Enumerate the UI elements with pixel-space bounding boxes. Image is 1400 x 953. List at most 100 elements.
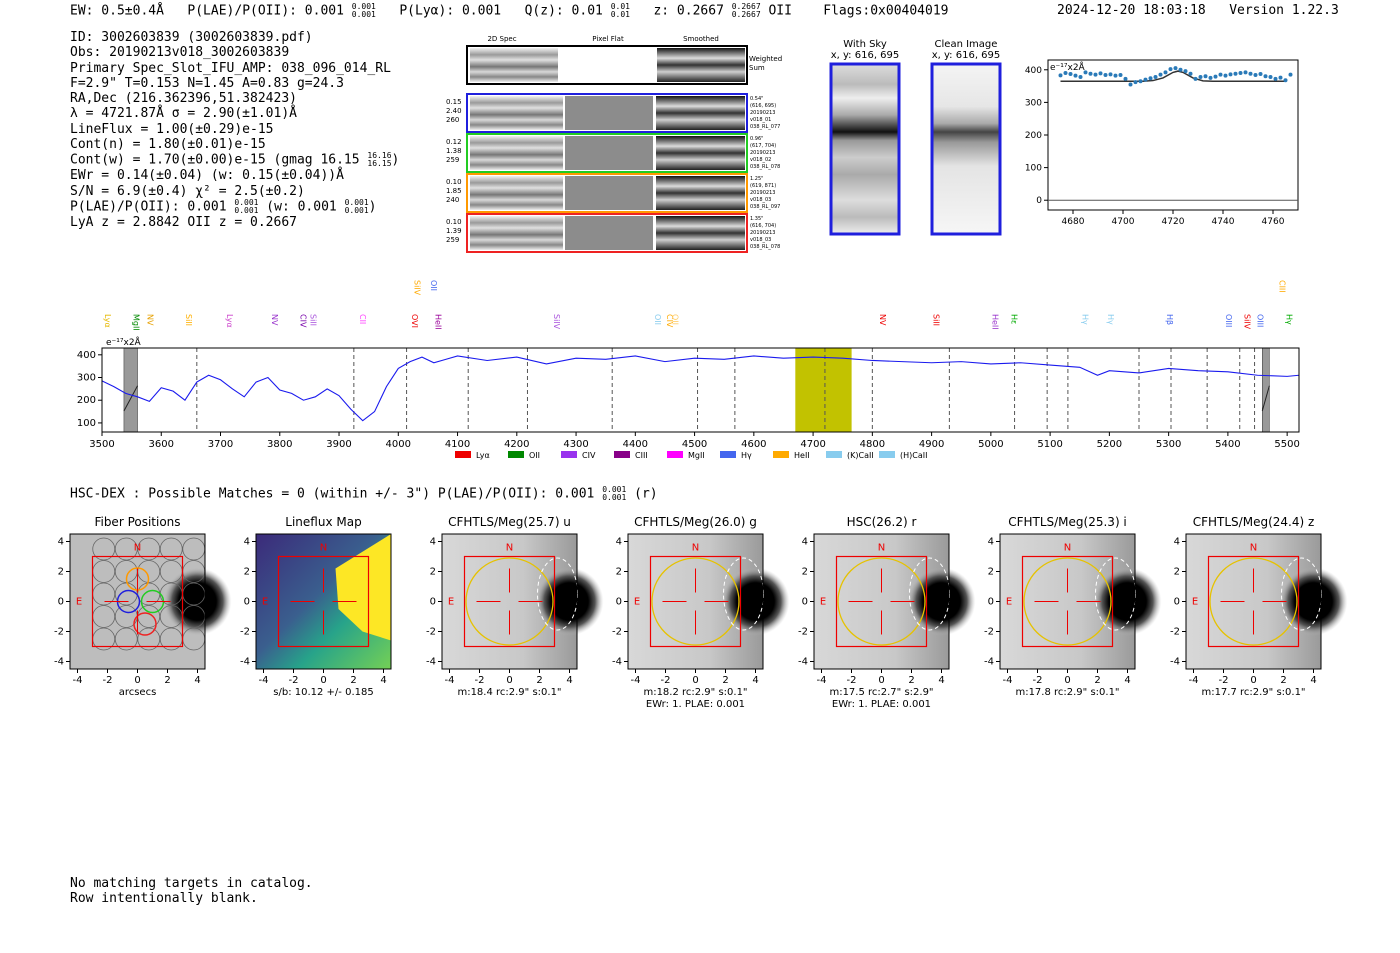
timestamp: 2024-12-20 18:03:18 [1057,3,1206,18]
full-xtick-label-5400: 5400 [1215,439,1240,450]
full-xtick-label-4200: 4200 [504,439,529,450]
galaxy-blob-5 [1093,567,1162,636]
cutout-smooth-3 [656,216,745,250]
cutout-stat-3-2: 259 [446,236,459,244]
stamp-xtick-label: 0 [320,675,326,686]
stamp-ytick-label: 0 [616,597,622,608]
full-xtick-label-4400: 4400 [623,439,648,450]
cutout-stat-2-1: 1.85 [446,187,462,195]
legend-label-7: (K)CaII [847,451,874,460]
info-contw-end: ) [391,152,400,168]
cutout-meta-1-0: 0.96" [750,136,763,142]
cutout-meta-3-1: (616, 704) [750,223,776,229]
info-slot: Primary Spec_Slot_IFU_AMP: 038_096_014_R… [70,60,391,76]
header-plya: P(Lyα): 0.001 [399,3,502,19]
stamp-ytick-label: -4 [54,657,64,668]
cutout-stat-0-2: 260 [446,116,459,124]
stamp-xtick-label: -4 [631,675,641,686]
full-xtick-label-4800: 4800 [860,439,885,450]
stamp-xtick-label: 0 [1064,675,1070,686]
stamp-xtick-label: 4 [938,675,944,686]
fiber-circle [114,627,138,651]
full-xtick-label-5500: 5500 [1274,439,1299,450]
cutout-2d-0 [470,96,563,130]
line-label-21: Hγ [1081,314,1090,325]
full-ytick-label-400: 400 [77,350,96,361]
version: Version 1.22.3 [1229,3,1339,18]
legend-label-2: CIV [582,451,596,460]
stamp-ytick-label: -4 [798,657,808,668]
zoom-data-point [1083,70,1088,75]
zoom-xtick-label-4680: 4680 [1062,217,1085,227]
cutout-smooth-0 [656,96,745,130]
zoom-data-point [1068,72,1073,77]
stamp-group: Fiber Positions N E -4 -4 -2 -2 0 0 2 2 4 4 arcsecs Li… [54,515,1348,710]
info-plae-w-lo: 0.001 [344,205,369,215]
full-xtick-label-3800: 3800 [267,439,292,450]
stamp-6: CFHTLS/Meg(24.4) z N E -4 -4 -2 -2 0 0 2 2 4 4 m:17.7… [1170,515,1348,698]
zoom-data-point [1188,71,1193,76]
galaxy-blob-2 [535,567,604,636]
zoom-data-point [1213,74,1218,79]
stamp-xtick-label: -4 [1189,675,1199,686]
zoom-xtick-label-4760: 4760 [1262,217,1285,227]
full-xtick-label-5000: 5000 [978,439,1003,450]
stamp-xtick-label: 4 [194,675,200,686]
zoom-data-point [1243,70,1248,75]
cutout-meta-3-0: 1.35" [750,216,763,222]
stamp-xtick-label: 2 [1280,675,1286,686]
stamp-xtick-label: -4 [1003,675,1013,686]
fit-region-highlight [795,348,852,432]
zoom-data-point [1128,82,1133,87]
zoom-xtick-label-4740: 4740 [1212,217,1235,227]
zoom-data-point [1223,73,1228,78]
fiber-circle [114,537,138,561]
line-label-27: CIII [1277,280,1286,293]
north-label-6: N [1250,543,1257,554]
sky-subtitle: x, y: 616, 695 [831,50,900,61]
cutout-stat-1-1: 1.38 [446,147,462,155]
zoom-data-point [1148,76,1153,81]
stamp-2: CFHTLS/Meg(25.7) u N E -4 -4 -2 -2 0 0 2 2 4 4 m:18.4… [426,515,604,698]
header-z-hi: 0.2667 [731,2,761,11]
stamp-xtick-label: 2 [722,675,728,686]
legend-swatch-0 [455,451,471,458]
info-id: ID: 3002603839 (3002603839.pdf) [70,30,313,45]
stamp-xtick-label: 2 [908,675,914,686]
stamp-footer-5-0: m:17.8 rc:2.9" s:0.1" [1015,687,1119,698]
stamp-footer-0-0: arcsecs [119,687,157,698]
zoom-data-point [1118,73,1123,77]
stamp-ytick-label: 4 [58,537,64,548]
info-fit: F=2.9" T=0.153 N=1.45 A=0.83 g=24.3 [70,75,344,91]
galaxy-blob-3 [721,567,790,636]
zoom-data-point [1103,73,1108,77]
stamp-footer-1-0: s/b: 10.12 +/- 0.185 [273,687,373,698]
stamp-ytick-label: 4 [244,537,250,548]
stamp-1: Lineflux Map N E -4 -4 -2 -2 0 0 2 2 4 4 s/b: 10.12 +… [240,515,392,698]
stamp-xtick-label: 0 [134,675,140,686]
stamp-title-1: Lineflux Map [285,515,361,529]
info-contw-lo: 16.15 [367,159,392,169]
cutout-meta-1-3: v018_02 [750,157,771,163]
stamp-ytick-label: 2 [616,567,622,578]
full-xtick-label-4100: 4100 [445,439,470,450]
detection-info: ID: 3002603839 (3002603839.pdf) Obs: 201… [70,30,399,230]
legend-label-6: HeII [794,451,810,460]
zoom-spectrum-chart: 4680 4700 4720 4740 4760 0 100 200 300 400 e⁻¹⁷x2… [1025,59,1299,227]
stamp-ytick-label: 4 [430,537,436,548]
line-label-12: HeII [434,314,443,330]
imaging-stamps: Fiber Positions N E -4 -4 -2 -2 0 0 2 2 4 4 arcsecs Li… [54,515,1348,710]
line-label-28: Hγ [1285,314,1294,325]
aperture-circle-3 [651,557,740,646]
info-radec: RA,Dec (216.362396,51.382423) [70,91,297,107]
stamp-ytick-label: 2 [1174,567,1180,578]
east-label-2: E [448,597,454,608]
cutout-meta-2-2: 20190213 [750,190,775,196]
full-xtick-label-3500: 3500 [89,439,114,450]
stamp-footer-4-0: m:17.5 rc:2.7" s:2.9" [829,687,933,698]
stamp-footer-2-0: m:18.4 rc:2.9" s:0.1" [457,687,561,698]
zoom-ytick-label-300: 300 [1025,98,1042,108]
stamp-ytick-label: -4 [240,657,250,668]
stamp-ytick-label: 4 [988,537,994,548]
